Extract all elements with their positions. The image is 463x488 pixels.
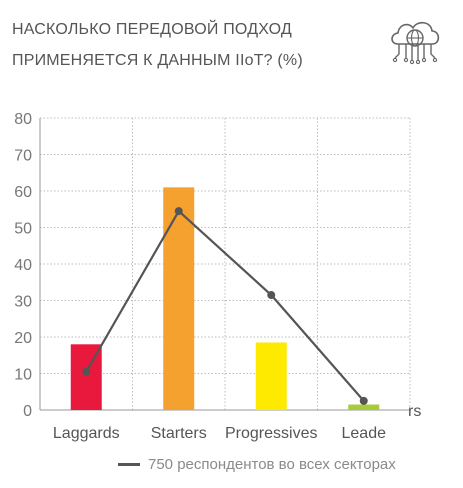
y-tick-label: 60 bbox=[14, 184, 32, 201]
x-tick-label: Starters bbox=[151, 425, 207, 442]
legend-swatch-line bbox=[118, 462, 140, 466]
legend-label: 750 респондентов во всех секторах bbox=[148, 455, 396, 473]
series-line bbox=[85, 209, 365, 402]
x-tick-label: Laggards bbox=[53, 425, 120, 442]
x-tick-label: Progressives bbox=[225, 425, 317, 442]
y-tick-label: 10 bbox=[14, 367, 32, 384]
x-tick-label-overflow: rs bbox=[408, 403, 421, 420]
bar bbox=[255, 342, 287, 410]
series-point bbox=[174, 207, 183, 216]
chart-title-line-1: НАСКОЛЬКО ПЕРЕДОВОЙ ПОДХОД bbox=[12, 21, 292, 38]
series-point bbox=[82, 367, 91, 376]
y-tick-label: 30 bbox=[14, 294, 32, 311]
series-point bbox=[267, 291, 276, 300]
y-tick-label: 40 bbox=[14, 257, 32, 274]
legend: 750 респондентов во всех секторах bbox=[118, 452, 396, 476]
y-tick-label: 80 bbox=[14, 111, 32, 128]
y-tick-label: 50 bbox=[14, 221, 32, 238]
y-tick-label: 20 bbox=[14, 330, 32, 347]
series-point bbox=[359, 396, 368, 405]
bar bbox=[348, 404, 380, 410]
cloud-network-icon bbox=[391, 21, 440, 65]
y-tick-label: 70 bbox=[14, 148, 32, 165]
chart-title-line-2: ПРИМЕНЯЕТСЯ К ДАННЫМ IIoT? (%) bbox=[12, 52, 303, 69]
chart-title: НАСКОЛЬКО ПЕРЕДОВОЙ ПОДХОД ПРИМЕНЯЕТСЯ К… bbox=[12, 14, 372, 76]
x-tick-label: Leade bbox=[342, 425, 387, 442]
bar bbox=[163, 187, 195, 410]
y-tick-label: 0 bbox=[23, 403, 32, 420]
